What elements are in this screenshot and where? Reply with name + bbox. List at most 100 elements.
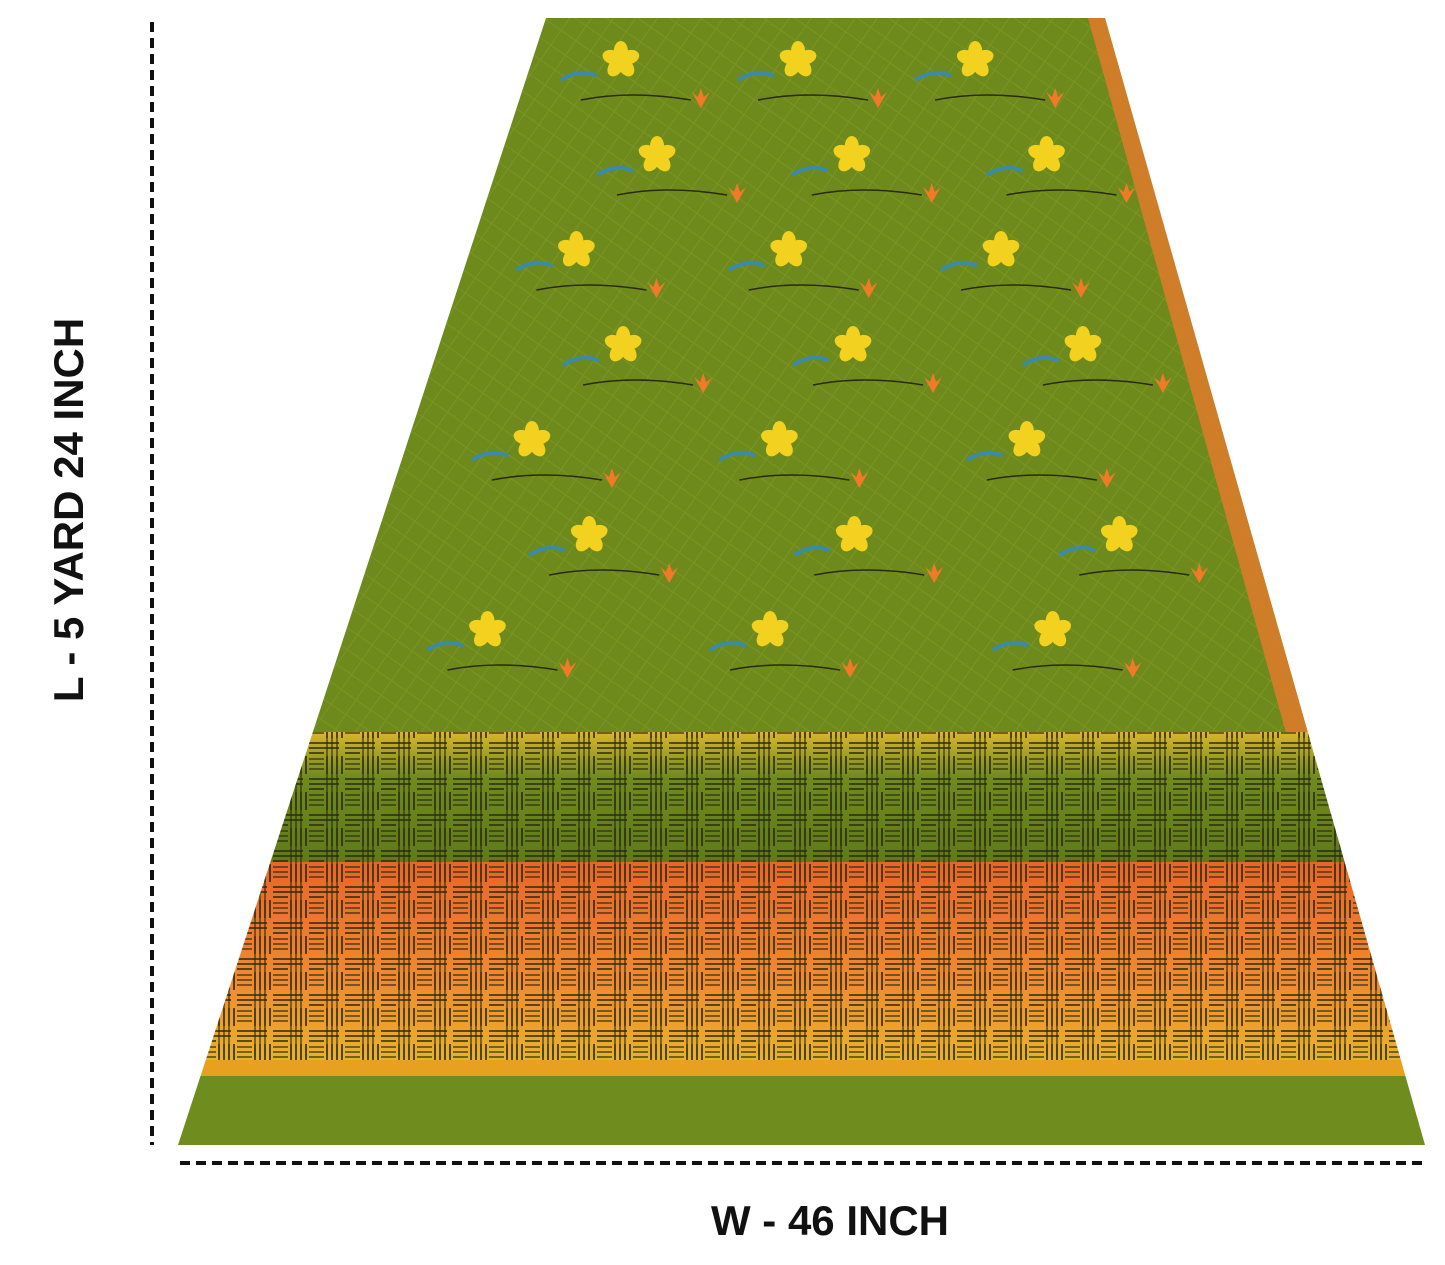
flower-motif bbox=[1034, 611, 1071, 647]
stem-motif bbox=[729, 664, 841, 671]
flower-motif bbox=[834, 326, 872, 362]
bud-motif bbox=[694, 373, 713, 393]
petal bbox=[1028, 144, 1048, 160]
bud-motif bbox=[922, 183, 941, 203]
petal bbox=[638, 144, 659, 160]
bud-motif bbox=[924, 373, 943, 393]
stem-motif bbox=[960, 284, 1072, 291]
pallu-check-pattern bbox=[205, 732, 1401, 1060]
flower-motif bbox=[602, 41, 640, 77]
stem-motif bbox=[447, 664, 558, 671]
stem-motif bbox=[757, 94, 869, 101]
leaf-motif bbox=[965, 450, 1004, 462]
bud-motif bbox=[1117, 183, 1136, 203]
stem-motif bbox=[739, 474, 850, 481]
flower-motif bbox=[1064, 326, 1102, 362]
flower-motif bbox=[761, 421, 798, 457]
leaf-motif bbox=[1058, 545, 1097, 557]
petal bbox=[1064, 334, 1085, 350]
leaf-motif bbox=[914, 70, 953, 82]
flower-motif bbox=[604, 326, 642, 362]
petal bbox=[604, 334, 625, 350]
stem-motif bbox=[812, 379, 924, 386]
stem-motif bbox=[1042, 379, 1154, 386]
stem-motif bbox=[1079, 569, 1190, 576]
leaf-motif bbox=[790, 165, 829, 177]
leaf-motif bbox=[562, 355, 601, 367]
bud-motif bbox=[691, 88, 710, 108]
bud-motif bbox=[1072, 278, 1091, 298]
flower-motif bbox=[956, 41, 994, 77]
flower-motif bbox=[1100, 516, 1138, 552]
flower-motif bbox=[558, 231, 595, 267]
leaf-motif bbox=[793, 545, 832, 557]
stem-motif bbox=[536, 284, 647, 291]
bud-motif bbox=[925, 563, 944, 583]
stem-motif bbox=[616, 189, 728, 196]
flower-motif bbox=[770, 231, 808, 267]
leaf-motif bbox=[1021, 355, 1060, 367]
stem-motif bbox=[814, 569, 925, 576]
petal bbox=[1008, 429, 1029, 445]
bud-motif bbox=[859, 278, 878, 298]
petal bbox=[779, 49, 800, 65]
bud-motif bbox=[850, 468, 869, 488]
stem-motif bbox=[582, 379, 694, 386]
petal bbox=[602, 49, 623, 65]
flower-motif bbox=[1008, 421, 1046, 457]
stem-motif bbox=[549, 569, 660, 576]
stem-motif bbox=[986, 474, 1097, 481]
leaf-motif bbox=[791, 355, 830, 367]
bud-motif bbox=[660, 563, 679, 583]
leaf-motif bbox=[991, 640, 1030, 652]
bud-motif bbox=[647, 278, 666, 298]
flower-motif bbox=[1028, 136, 1065, 172]
petal bbox=[1034, 619, 1054, 635]
leaf-motif bbox=[718, 450, 757, 462]
stem-motif bbox=[491, 474, 603, 481]
leaf-motif bbox=[939, 260, 978, 272]
length-label: L - 5 YARD 24 INCH bbox=[45, 318, 92, 702]
petal bbox=[751, 619, 772, 635]
bud-motif bbox=[558, 658, 577, 678]
bud-motif bbox=[869, 88, 888, 108]
petal bbox=[1100, 524, 1121, 540]
bud-motif bbox=[1123, 658, 1142, 678]
width-label: W - 46 INCH bbox=[711, 1197, 949, 1244]
petal bbox=[570, 524, 591, 540]
flower-motif bbox=[638, 136, 676, 172]
petal bbox=[834, 334, 855, 350]
bud-motif bbox=[1153, 373, 1172, 393]
petal bbox=[513, 429, 534, 445]
bud-motif bbox=[1190, 563, 1209, 583]
petal bbox=[982, 239, 1003, 255]
flower-motif bbox=[751, 611, 789, 647]
pallu-stripe bbox=[200, 1060, 1406, 1076]
flower-motif bbox=[469, 611, 506, 647]
petal bbox=[558, 239, 578, 255]
side-border bbox=[1088, 18, 1308, 732]
leaf-motif bbox=[596, 165, 634, 177]
pallu-border bbox=[178, 1076, 1425, 1145]
flower-motif bbox=[779, 41, 817, 77]
leaf-motif bbox=[709, 640, 747, 652]
saree-fabric bbox=[178, 18, 1425, 1145]
bud-motif bbox=[841, 658, 860, 678]
bud-motif bbox=[602, 468, 621, 488]
stem-motif bbox=[811, 189, 922, 196]
stem-motif bbox=[748, 284, 859, 291]
leaf-motif bbox=[528, 545, 567, 557]
bud-motif bbox=[728, 183, 747, 203]
stem-motif bbox=[1012, 664, 1123, 671]
leaf-motif bbox=[737, 70, 775, 82]
flower-motif bbox=[513, 421, 551, 457]
bud-motif bbox=[1097, 468, 1116, 488]
petal bbox=[833, 144, 853, 160]
petal bbox=[835, 524, 856, 540]
petal bbox=[761, 429, 781, 445]
stem-motif bbox=[935, 94, 1046, 101]
body-check-pattern bbox=[312, 18, 1308, 732]
leaf-motif bbox=[559, 70, 598, 82]
leaf-motif bbox=[426, 640, 465, 652]
